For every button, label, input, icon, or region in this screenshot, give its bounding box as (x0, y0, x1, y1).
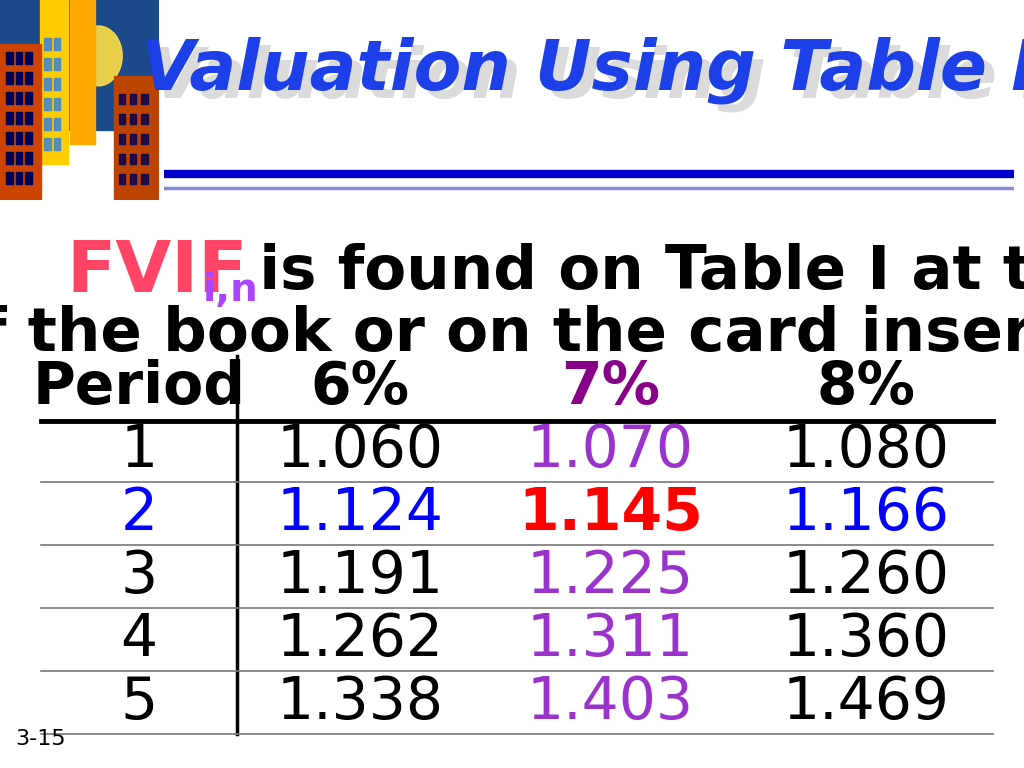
Bar (70, 0, 95, 144)
Text: 5: 5 (121, 674, 158, 731)
Bar (6, 92, 12, 104)
Text: 3-15: 3-15 (15, 729, 66, 749)
Text: 3: 3 (121, 548, 158, 605)
Bar (26, 172, 32, 184)
Text: Valuation Using Table I: Valuation Using Table I (140, 36, 1024, 104)
Bar (119, 134, 125, 144)
Bar (44, 78, 51, 90)
Bar (130, 134, 136, 144)
Bar (119, 154, 125, 164)
Text: 1.469: 1.469 (782, 674, 949, 731)
Bar (141, 134, 147, 144)
Bar (6, 52, 12, 64)
Text: 1.262: 1.262 (276, 611, 443, 668)
Bar (54, 58, 60, 70)
Text: 4: 4 (121, 611, 158, 668)
Bar (6, 152, 12, 164)
Bar (44, 98, 51, 110)
Bar (44, 118, 51, 130)
Bar (16, 152, 23, 164)
Bar (115, 76, 159, 200)
Bar (26, 52, 32, 64)
Bar (141, 154, 147, 164)
Bar (119, 174, 125, 184)
Bar (6, 112, 12, 124)
Bar (119, 114, 125, 124)
Bar (141, 114, 147, 124)
Text: 1.360: 1.360 (782, 611, 949, 668)
Text: 1.191: 1.191 (276, 548, 443, 605)
Text: 1.166: 1.166 (782, 485, 949, 542)
Bar (26, 132, 32, 144)
Bar (16, 92, 23, 104)
Bar (26, 72, 32, 84)
Text: 1.225: 1.225 (526, 548, 694, 605)
Bar (130, 114, 136, 124)
Bar (6, 132, 12, 144)
Bar (16, 132, 23, 144)
Text: 1.311: 1.311 (527, 611, 694, 668)
Text: Valuation Using Table I: Valuation Using Table I (151, 45, 1024, 112)
Bar (26, 92, 32, 104)
Bar (44, 137, 51, 150)
Text: i,n: i,n (203, 270, 258, 309)
Bar (141, 174, 147, 184)
Bar (26, 152, 32, 164)
Text: 1.080: 1.080 (782, 422, 949, 479)
Bar (16, 172, 23, 184)
Text: 7%: 7% (561, 359, 659, 416)
Bar (0, 44, 41, 200)
Text: 1.145: 1.145 (518, 485, 702, 542)
Bar (44, 58, 51, 70)
Bar (119, 94, 125, 104)
Text: Period: Period (33, 359, 246, 416)
Bar (0, 0, 159, 130)
Text: 1.070: 1.070 (527, 422, 694, 479)
Bar (130, 94, 136, 104)
Bar (54, 98, 60, 110)
Bar (40, 0, 69, 164)
Bar (54, 118, 60, 130)
Text: 1.124: 1.124 (276, 485, 443, 542)
Text: is found on Table I at the end: is found on Table I at the end (238, 243, 1024, 302)
Text: 2: 2 (121, 485, 158, 542)
Text: 1.060: 1.060 (276, 422, 443, 479)
Bar (16, 112, 23, 124)
Bar (54, 78, 60, 90)
Text: 1.260: 1.260 (782, 548, 949, 605)
Bar (130, 154, 136, 164)
Text: 1.338: 1.338 (276, 674, 443, 731)
Bar (26, 112, 32, 124)
Bar (44, 38, 51, 50)
Bar (130, 174, 136, 184)
Text: 1.403: 1.403 (527, 674, 694, 731)
Bar (54, 137, 60, 150)
Bar (54, 38, 60, 50)
Text: 1: 1 (121, 422, 158, 479)
Bar (6, 72, 12, 84)
Bar (16, 52, 23, 64)
Circle shape (75, 26, 122, 86)
Text: FVIF: FVIF (67, 238, 248, 307)
Bar (6, 172, 12, 184)
Bar (141, 94, 147, 104)
Text: 8%: 8% (816, 359, 915, 416)
Text: of the book or on the card insert.: of the book or on the card insert. (0, 305, 1024, 363)
Text: 6%: 6% (310, 359, 410, 416)
Bar (16, 72, 23, 84)
